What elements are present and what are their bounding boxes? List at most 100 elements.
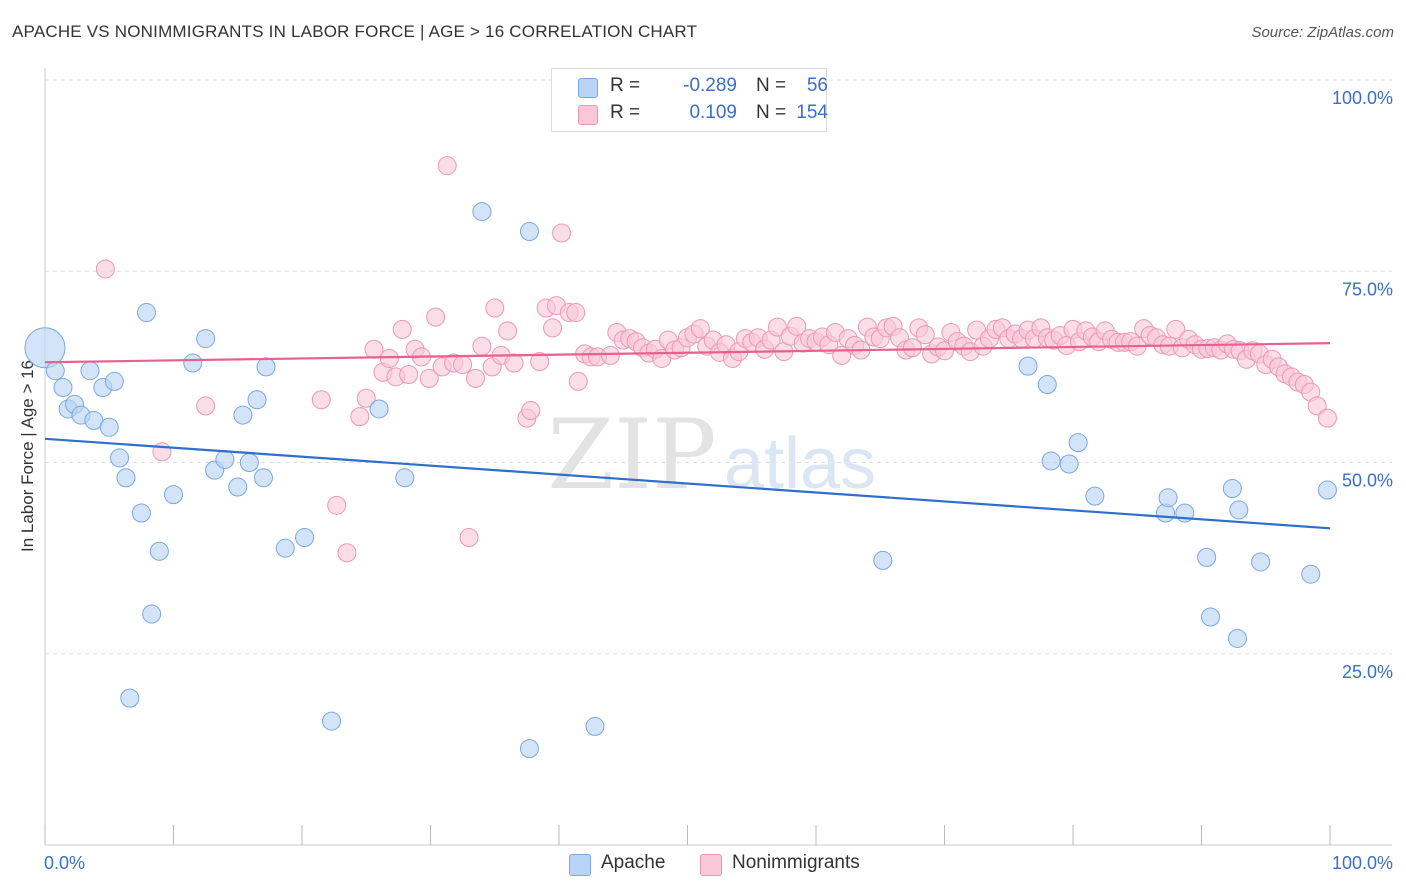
apache-point: [110, 448, 130, 468]
nonimmigrants-point: [453, 355, 473, 375]
nonimmigrants-trend-line: [44, 342, 1331, 364]
apache-point: [53, 378, 73, 398]
apache-point: [322, 711, 342, 731]
apache-point: [1227, 628, 1247, 648]
nonimmigrants-point: [311, 390, 331, 410]
apache-points: [24, 202, 1337, 759]
apache-point: [215, 449, 235, 469]
grid-lines: [45, 79, 1392, 655]
apache-point: [164, 485, 183, 505]
apache-point: [196, 329, 216, 349]
nonimmigrants-swatch: [578, 105, 598, 125]
nonimmigrants-point: [566, 303, 586, 323]
apache-point: [1037, 374, 1057, 394]
apache-point: [369, 399, 389, 419]
nonimmigrants-point: [350, 407, 370, 427]
nonimmigrants-point: [915, 325, 935, 345]
apache-point: [1222, 479, 1242, 499]
apache-point: [120, 688, 140, 708]
trend-lines: [44, 342, 1331, 530]
apache-point: [80, 361, 100, 381]
nonimmigrants-point: [935, 341, 954, 361]
nonimmigrants-point: [504, 353, 524, 373]
legend-r-value: -0.289: [683, 75, 737, 96]
nonimmigrants-point: [902, 338, 922, 358]
watermark: ZIP atlas: [547, 399, 876, 511]
apache-point: [1018, 356, 1038, 376]
apache-point: [1317, 480, 1337, 500]
x-tick-label-min: 0.0%: [44, 853, 85, 873]
nonimmigrants-point: [196, 396, 216, 416]
apache-point: [1197, 547, 1217, 567]
nonimmigrants-point: [426, 307, 446, 327]
apache-point: [1301, 564, 1321, 584]
nonimmigrants-point: [767, 317, 787, 337]
apache-point: [1059, 454, 1079, 474]
nonimmigrants-point: [399, 365, 419, 385]
watermark-zip: ZIP: [547, 399, 716, 511]
nonimmigrants-point: [465, 368, 485, 388]
nonimmigrants-point: [1307, 396, 1327, 416]
nonimmigrants-point: [485, 298, 505, 318]
apache-point: [1251, 552, 1271, 572]
nonimmigrants-legend-label: Nonimmigrants: [732, 852, 860, 873]
y-tick-label: 25.0%: [1342, 662, 1393, 682]
apache-point: [256, 357, 276, 377]
apache-point: [45, 361, 65, 381]
nonimmigrants-point: [419, 368, 439, 388]
apache-legend-label: Apache: [601, 852, 666, 873]
nonimmigrants-point: [530, 352, 550, 372]
apache-point: [247, 390, 267, 410]
axes: [44, 68, 1392, 846]
apache-point: [295, 527, 315, 547]
nonimmigrants-point: [1166, 319, 1186, 339]
apache-point: [1229, 500, 1249, 520]
nonimmigrants-legend-swatch: [700, 854, 722, 876]
apache-point: [873, 550, 893, 570]
nonimmigrants-point: [459, 527, 479, 547]
apache-point: [519, 739, 539, 759]
apache-legend-swatch: [569, 854, 591, 876]
chart-title: APACHE VS NONIMMIGRANTS IN LABOR FORCE |…: [12, 22, 698, 41]
nonimmigrants-point: [498, 321, 518, 341]
y-tick-label: 100.0%: [1332, 88, 1393, 108]
apache-point: [99, 417, 119, 437]
nonimmigrants-point: [568, 371, 588, 391]
nonimmigrants-point: [337, 543, 357, 563]
nonimmigrants-point: [543, 318, 563, 338]
apache-point: [137, 303, 157, 323]
legend-n-value: 56: [806, 75, 828, 96]
source-label: Source: ZipAtlas.com: [1251, 24, 1394, 41]
correlation-legend: R = -0.289 N = 56 R = 0.109 N = 154: [551, 68, 828, 132]
apache-point: [253, 468, 273, 488]
y-tick-label: 50.0%: [1342, 471, 1393, 491]
nonimmigrants-point: [600, 345, 620, 365]
apache-point: [131, 503, 151, 523]
apache-point: [585, 716, 605, 736]
apache-point: [1200, 607, 1220, 627]
nonimmigrants-point: [472, 336, 492, 356]
apache-point: [149, 541, 169, 561]
apache-point: [142, 604, 162, 624]
x-tick-label-max: 100.0%: [1332, 853, 1393, 873]
apache-point: [24, 327, 66, 369]
apache-trend-line: [44, 437, 1331, 530]
apache-point: [1158, 488, 1178, 508]
nonimmigrants-point: [552, 223, 572, 243]
apache-point: [1041, 451, 1061, 471]
y-tick-label: 75.0%: [1342, 279, 1393, 299]
legend-r-value: 0.109: [689, 102, 737, 123]
legend-r-label: R =: [610, 75, 641, 96]
apache-point: [183, 353, 203, 373]
nonimmigrants-point: [327, 495, 347, 515]
apache-point: [519, 221, 539, 241]
nonimmigrants-point: [787, 316, 807, 336]
nonimmigrants-point: [364, 339, 384, 359]
nonimmigrants-point: [95, 259, 115, 279]
legend-r-label: R =: [610, 102, 641, 123]
nonimmigrants-point: [437, 156, 457, 176]
apache-point: [472, 202, 492, 222]
apache-point: [233, 405, 253, 425]
apache-point: [116, 468, 136, 488]
nonimmigrants-point: [690, 319, 710, 339]
